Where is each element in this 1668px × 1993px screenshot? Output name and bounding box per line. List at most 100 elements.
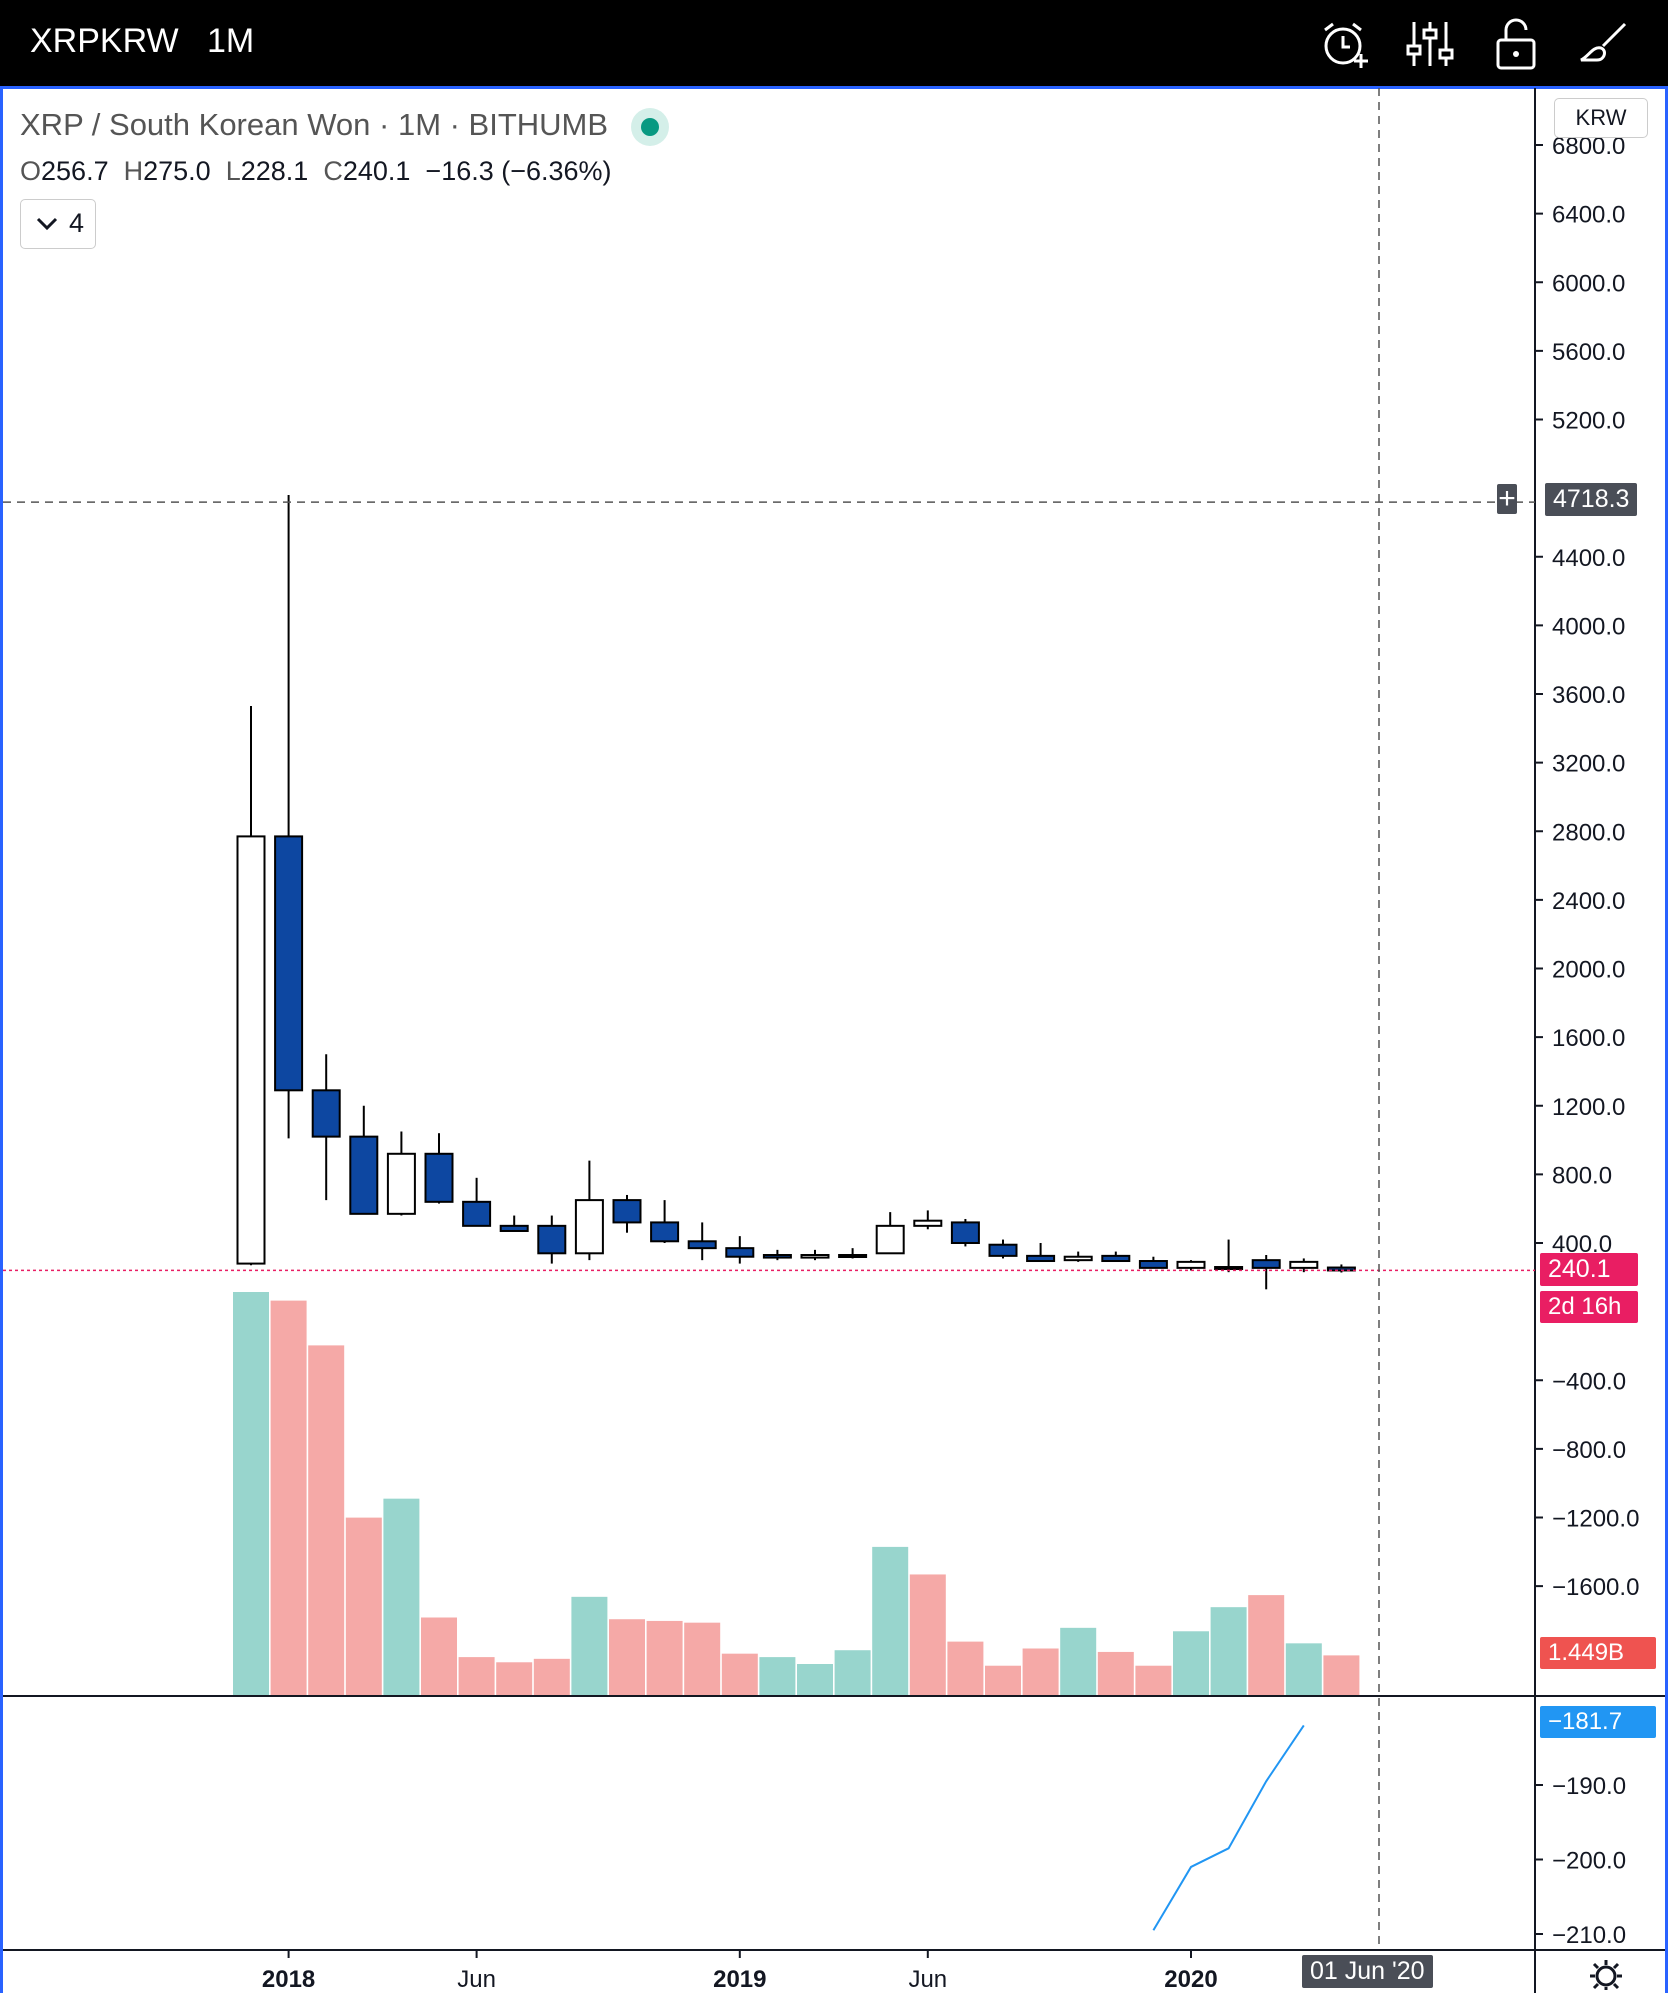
candle[interactable] (499, 1215, 529, 1232)
price-tick-label: 3600.0 (1552, 682, 1625, 709)
candle[interactable] (537, 1215, 567, 1264)
volume-bar (1285, 1643, 1322, 1695)
candle[interactable] (1026, 1243, 1056, 1263)
candle[interactable] (1289, 1258, 1319, 1273)
time-tick-label: 2020 (1164, 1966, 1217, 1993)
candle-body (311, 1089, 341, 1138)
volume-bar (646, 1620, 683, 1695)
indicator-settings-icon[interactable] (1402, 16, 1458, 72)
volume-bar (985, 1665, 1021, 1695)
candle-body (800, 1254, 830, 1259)
currency-button[interactable]: KRW (1554, 98, 1648, 138)
candle[interactable] (950, 1218, 980, 1247)
symbol-interval[interactable]: XRPKRW 1M (30, 22, 254, 61)
volume-bar (1248, 1595, 1285, 1695)
volume-bar (1097, 1651, 1134, 1695)
candle[interactable] (424, 1133, 454, 1204)
high-value: 275.0 (143, 156, 211, 186)
low-key: L (225, 156, 241, 186)
candle[interactable] (687, 1222, 717, 1261)
candles[interactable] (236, 494, 1356, 1290)
time-axis-ticks: 2018 Jun 2019 Jun 2020 (262, 1950, 1218, 1993)
volume-bar (383, 1498, 420, 1695)
volume-bar (1210, 1607, 1247, 1695)
candle-body (950, 1221, 980, 1244)
legend-title: XRP / South Korean Won · 1M · BITHUMB (20, 107, 669, 146)
candle[interactable] (838, 1248, 868, 1259)
candle[interactable] (1138, 1256, 1168, 1269)
candle-body (687, 1240, 717, 1250)
candle[interactable] (311, 1054, 341, 1201)
candle[interactable] (462, 1177, 492, 1227)
volume-bar (458, 1657, 495, 1695)
candle-body (612, 1199, 642, 1224)
candle[interactable] (1101, 1251, 1131, 1263)
add-alert-plus-button[interactable]: + (1497, 482, 1517, 515)
candle[interactable] (650, 1200, 680, 1243)
candle-body (913, 1219, 943, 1227)
settings-gear-icon[interactable] (1584, 1958, 1628, 1990)
top-toolbar: XRPKRW 1M (0, 0, 1668, 86)
volume-bar (721, 1653, 758, 1695)
volume-bar (233, 1292, 269, 1695)
ohlc-values: O256.7 H275.0 L228.1 C240.1 −16.3 (−6.36… (20, 156, 612, 187)
candle[interactable] (349, 1105, 379, 1215)
time-tick-label: 2019 (713, 1966, 766, 1993)
unlock-icon[interactable] (1488, 16, 1544, 72)
candle[interactable] (236, 706, 266, 1266)
candle-body (236, 835, 266, 1265)
alarm-add-icon[interactable] (1317, 16, 1373, 72)
candle-body (1138, 1260, 1168, 1269)
candle-body (725, 1247, 755, 1258)
candle-body (574, 1199, 604, 1255)
market-status-icon[interactable] (630, 107, 669, 146)
candle[interactable] (1176, 1260, 1206, 1271)
volume-bar (797, 1664, 833, 1695)
volume-bar (308, 1345, 345, 1695)
candle[interactable] (988, 1239, 1018, 1259)
candle-body (875, 1224, 905, 1255)
candle[interactable] (1063, 1251, 1093, 1262)
price-tick-label: 5200.0 (1552, 408, 1625, 435)
candle[interactable] (1214, 1239, 1244, 1273)
open-value: 256.7 (41, 156, 109, 186)
price-tick-label: 6000.0 (1552, 270, 1625, 297)
volume-bar (1173, 1631, 1209, 1695)
indicator-tick-label: −190.0 (1552, 1773, 1626, 1800)
indicators-collapse-button[interactable]: 4 (20, 199, 96, 249)
price-tick-label: 4400.0 (1552, 545, 1625, 572)
time-tick-label: 2018 (262, 1966, 315, 1993)
candle-body (1289, 1260, 1319, 1269)
candle-body (499, 1224, 529, 1232)
candle[interactable] (1251, 1255, 1281, 1290)
candle[interactable] (913, 1210, 943, 1230)
interval-label: 1M (206, 22, 255, 60)
candle[interactable] (612, 1194, 642, 1233)
volume-bar (270, 1300, 307, 1695)
price-tick-label: 5600.0 (1552, 339, 1625, 366)
candle[interactable] (574, 1160, 604, 1261)
candle[interactable] (800, 1249, 830, 1261)
candle[interactable] (274, 494, 304, 1139)
price-tick-label: 2800.0 (1552, 819, 1625, 846)
candle[interactable] (1326, 1264, 1356, 1273)
drawing-brush-icon[interactable] (1575, 16, 1631, 72)
crosshair-date-tag: 01 Jun '20 (1302, 1955, 1433, 1988)
candle[interactable] (725, 1236, 755, 1264)
crosshair-price-tag: 4718.3 (1545, 483, 1638, 516)
volume-bar (571, 1596, 608, 1695)
candle[interactable] (762, 1249, 792, 1261)
candle[interactable] (875, 1212, 905, 1255)
candle-body (1214, 1266, 1244, 1271)
symbol-title: XRP / South Korean Won · 1M · BITHUMB (20, 107, 609, 142)
open-key: O (20, 156, 42, 186)
countdown-tag: 2d 16h (1540, 1291, 1638, 1323)
candle-body (424, 1152, 454, 1203)
volume-bar (421, 1617, 457, 1695)
chart-frame (0, 86, 1668, 1993)
candle[interactable] (386, 1131, 416, 1216)
candle-body (1101, 1254, 1131, 1263)
price-tick-label: 800.0 (1552, 1162, 1612, 1189)
volume-bar (947, 1641, 984, 1695)
